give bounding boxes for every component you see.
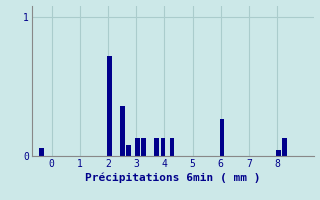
Bar (282, 138, 287, 156)
Bar (220, 118, 224, 156)
X-axis label: Précipitations 6min ( mm ): Précipitations 6min ( mm ) (85, 173, 260, 183)
Bar (141, 138, 146, 156)
Bar (107, 56, 112, 156)
Bar (154, 138, 159, 156)
Bar (120, 106, 124, 156)
Bar (161, 138, 165, 156)
Bar (135, 138, 140, 156)
Bar (170, 138, 174, 156)
Bar (276, 150, 281, 156)
Bar (39, 148, 44, 156)
Bar (126, 145, 131, 156)
